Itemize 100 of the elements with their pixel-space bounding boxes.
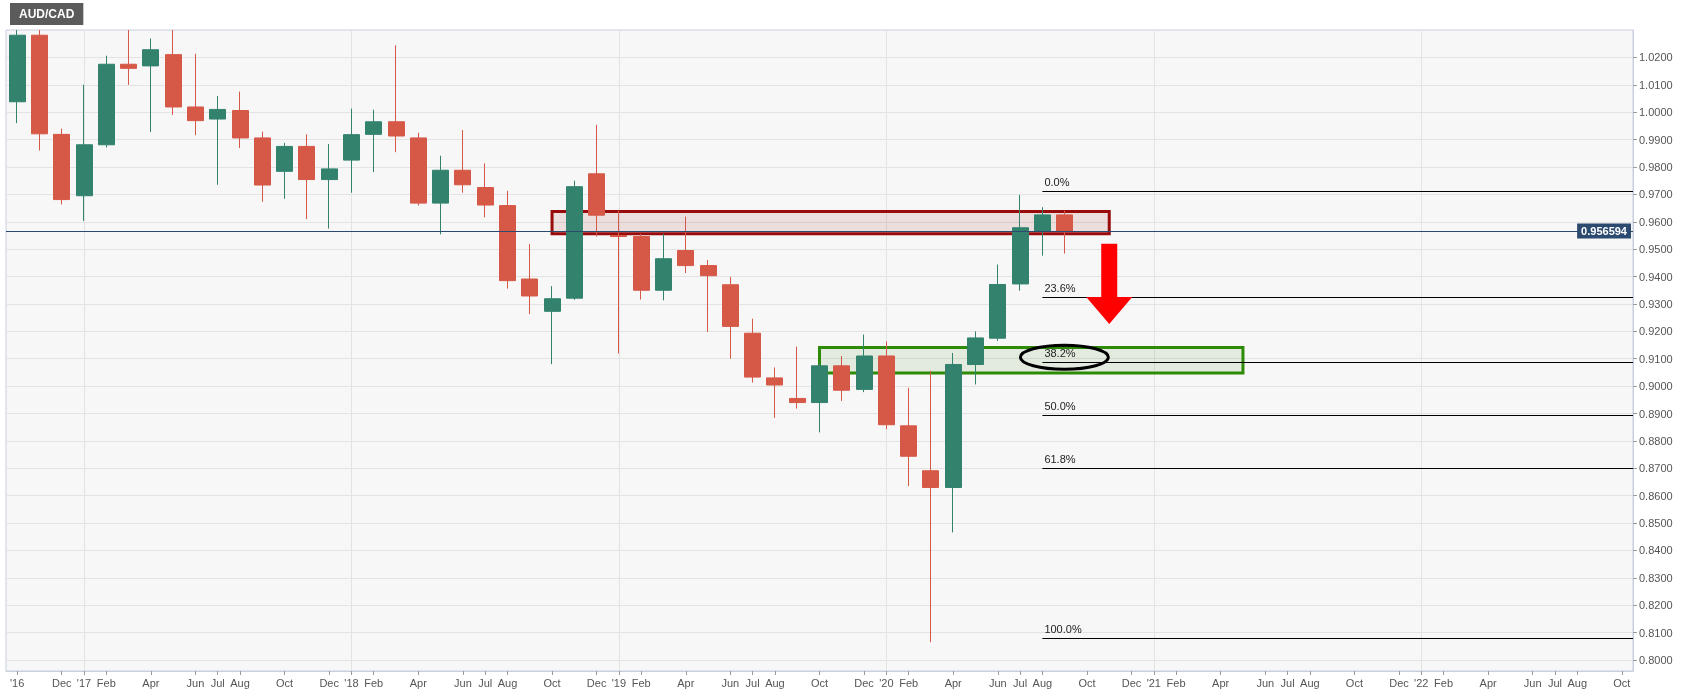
candlestick (187, 53, 204, 136)
y-tick-label: 0.8300 (1639, 571, 1673, 584)
x-tick-label: '19 (611, 676, 627, 689)
candlestick (432, 155, 449, 235)
candlestick (588, 124, 605, 238)
y-tick-label: 0.8500 (1639, 517, 1673, 530)
candlestick (142, 37, 159, 133)
y-tick-label: 0.9100 (1639, 352, 1673, 365)
x-tick-label: Dec (51, 676, 72, 689)
y-tick-label: 1.0200 (1639, 51, 1673, 64)
candlestick (722, 276, 739, 360)
candlestick (856, 334, 873, 393)
candlestick (454, 129, 471, 194)
x-tick-label: Jul (478, 676, 493, 689)
x-tick-label: Jun (186, 676, 205, 689)
x-tick-label: Oct (276, 676, 294, 689)
x-tick-label: Feb (899, 676, 919, 689)
x-tick-label: '22 (1414, 676, 1429, 689)
y-tick-label: 0.9600 (1639, 215, 1673, 228)
x-tick-label: Jul (1280, 676, 1295, 689)
x-tick-label: Feb (1434, 676, 1454, 689)
y-tick-label: 1.0100 (1639, 78, 1673, 91)
candlestick (1034, 206, 1051, 257)
ref-line-label: 0.956594 (1581, 225, 1628, 238)
chart-title: AUD/CAD (19, 7, 75, 21)
x-tick-label: Aug (1567, 676, 1588, 689)
y-tick-label: 0.9000 (1639, 380, 1673, 393)
candlestick (744, 318, 761, 384)
candlestick (232, 91, 249, 149)
candlestick (98, 55, 115, 149)
annotation: 23.6% (1044, 281, 1076, 294)
annotation: 38.2% (1044, 346, 1076, 359)
x-tick-label: '16 (9, 676, 25, 689)
candlestick (700, 259, 717, 333)
y-tick-label: 0.8600 (1639, 489, 1673, 502)
x-tick-label: Jun (1523, 676, 1542, 689)
x-tick-label: Feb (364, 676, 384, 689)
x-tick-label: Aug (230, 676, 250, 689)
x-tick-label: Dec (586, 676, 607, 689)
x-tick-label: Jul (745, 676, 760, 689)
candlestick (833, 355, 850, 402)
x-tick-label: Jun (721, 676, 740, 689)
candlestick (53, 128, 70, 205)
x-tick-label: Feb (1166, 676, 1186, 689)
x-tick-label: Oct (810, 676, 829, 689)
candlestick (1056, 210, 1073, 255)
candlestick (610, 210, 627, 355)
candlestick (209, 95, 226, 186)
y-tick-label: 0.8200 (1639, 599, 1673, 612)
x-tick-label: Dec (1121, 676, 1142, 689)
x-tick-label: Dec (319, 676, 340, 689)
x-tick-label: Oct (543, 676, 561, 689)
x-tick-label: Apr (677, 676, 695, 689)
candlestick (566, 180, 583, 301)
candlestick (900, 387, 917, 487)
x-tick-label: '17 (76, 676, 92, 689)
x-tick-label: '18 (344, 676, 359, 689)
y-tick-label: 0.9400 (1639, 270, 1673, 283)
candlestick (967, 330, 984, 385)
x-tick-label: Aug (1300, 676, 1320, 689)
x-tick-label: Apr (1479, 676, 1498, 689)
x-tick-label: Feb (631, 676, 651, 689)
x-tick-label: Feb (96, 676, 116, 689)
candlestick (298, 133, 315, 220)
y-tick-label: 0.8400 (1639, 544, 1673, 557)
x-tick-label: Jul (1013, 676, 1028, 689)
candlestick (388, 44, 405, 153)
y-tick-label: 0.9500 (1639, 243, 1673, 256)
x-tick-label: Jul (1547, 676, 1563, 689)
candlestick (410, 132, 427, 207)
x-tick-label: Jun (1256, 676, 1275, 689)
y-tick-label: 0.8000 (1639, 654, 1673, 667)
y-tick-label: 0.9700 (1639, 188, 1673, 201)
candlestick (633, 233, 650, 301)
annotation: 0.0% (1044, 176, 1070, 189)
candlestick (9, 29, 26, 124)
candlestick (521, 243, 538, 315)
candlestick (499, 190, 516, 290)
candlestick (945, 352, 962, 533)
y-tick-label: 0.9300 (1639, 297, 1673, 310)
candlestick (1012, 194, 1029, 292)
candlestick (254, 131, 271, 203)
x-tick-label: Jul (210, 676, 225, 689)
y-tick-label: 0.9800 (1639, 160, 1673, 173)
candlestick (120, 29, 137, 86)
x-tick-label: Aug (1032, 676, 1053, 689)
annotation: 50.0% (1044, 399, 1076, 412)
y-tick-label: 0.8900 (1639, 407, 1673, 420)
candlestick (655, 233, 672, 301)
candlestick (276, 142, 293, 200)
x-tick-label: '20 (879, 676, 894, 689)
x-tick-label: Dec (1389, 676, 1410, 689)
candlestick (677, 216, 694, 274)
x-tick-label: Dec (854, 676, 875, 689)
candlestick (766, 366, 783, 419)
candlestick (477, 162, 494, 218)
candlestick (321, 143, 338, 230)
x-tick-label: Apr (944, 676, 963, 689)
candlestick (811, 362, 828, 433)
candlestick (789, 346, 806, 410)
